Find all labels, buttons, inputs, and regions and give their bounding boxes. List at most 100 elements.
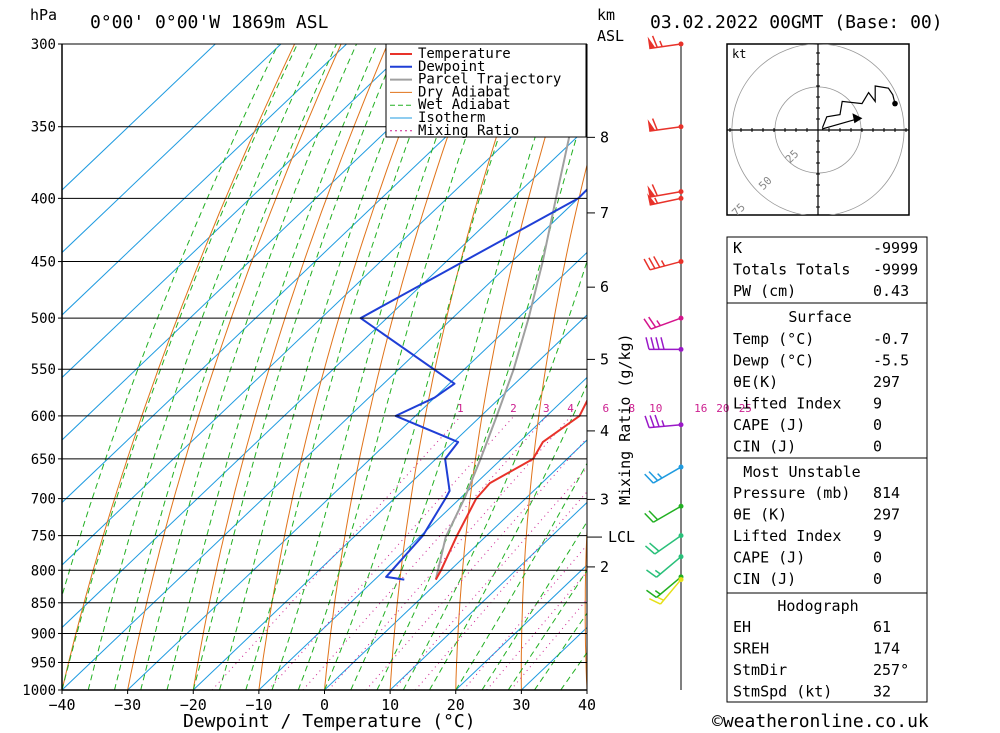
wet-adiabat-line (402, 259, 587, 690)
wind-barb (643, 256, 684, 271)
wind-barb (643, 315, 684, 330)
hodograph-stat-value: 32 (873, 683, 891, 701)
isotherm-line (62, 189, 587, 690)
indices-box-hodograph (726, 592, 928, 703)
pressure-tick-label: 500 (31, 311, 56, 327)
index-value: -9999 (873, 261, 918, 279)
wind-barb (647, 35, 684, 50)
legend-entry: Wet Adiabat (418, 97, 511, 113)
surface-value: -0.7 (873, 330, 909, 348)
hodograph-stat-value: 61 (873, 618, 891, 636)
lcl-label: LCL (608, 528, 635, 546)
hodograph-stats-title: Hodograph (777, 597, 858, 615)
hpa-label: hPa (30, 6, 57, 24)
surface-label: CIN (J) (733, 438, 796, 456)
temperature-tick-label: 30 (512, 696, 530, 714)
mixing-ratio-line (393, 467, 587, 690)
temperature-tick-label: −30 (114, 696, 141, 714)
x-axis-label: Dewpoint / Temperature (°C) (183, 711, 476, 732)
index-value: -9999 (873, 239, 918, 257)
pressure-tick-label: 450 (31, 255, 56, 271)
mixing-ratio-line (302, 415, 548, 690)
dewpoint-line (359, 188, 587, 581)
wet-adiabat-line (245, 44, 446, 690)
km-label: km (597, 6, 615, 24)
index-label: Totals Totals (733, 261, 850, 279)
hodograph-stat-value: 257° (873, 661, 909, 679)
legend-entry: Temperature (418, 46, 511, 62)
isotherm-line (258, 376, 587, 690)
wind-barb (646, 554, 684, 578)
surface-label: Temp (°C) (733, 330, 814, 348)
isotherm-line (127, 251, 587, 690)
mixing-ratio-label: 10 (649, 402, 662, 415)
legend-entry: Parcel Trajectory (418, 72, 561, 88)
mixing-ratio-label: 25 (739, 402, 752, 415)
temperature-tick-label: 10 (381, 696, 399, 714)
temperature-tick-label: −40 (48, 696, 75, 714)
surface-label: Lifted Index (733, 395, 841, 413)
mixing-ratio-lines (211, 415, 587, 690)
mixing-ratio-label: 20 (716, 402, 729, 415)
temperature-tick-label: 40 (578, 696, 596, 714)
pressure-tick-label: 700 (31, 492, 56, 508)
mixing-ratio-label: 8 (628, 402, 635, 415)
hodograph-stat-value: 174 (873, 640, 900, 658)
height-tick-label: 4 (600, 422, 609, 440)
wet-adiabat-line (114, 44, 337, 690)
surface-value: 0 (873, 416, 882, 434)
hodograph-unit: kt (732, 47, 746, 61)
temperature-tick-label: 0 (320, 696, 329, 714)
legend-entry: Dewpoint (418, 59, 485, 75)
unstable-value: 9 (873, 527, 882, 545)
pressure-tick-label: 350 (31, 120, 56, 136)
isotherm-line (62, 44, 479, 441)
height-tick-label: 2 (600, 558, 609, 576)
dry-adiabat-line (192, 44, 389, 690)
temperature-tick-label: −20 (180, 696, 207, 714)
surface-value: 0 (873, 438, 882, 456)
dry-adiabat-line (62, 44, 296, 690)
hodograph-stat-label: StmDir (733, 661, 787, 679)
index-label: K (733, 239, 742, 257)
wet-adiabat-line (140, 44, 357, 690)
wet-adiabat-line (87, 44, 318, 690)
mixing-ratio-label: 6 (603, 402, 610, 415)
pressure-tick-label: 550 (31, 362, 56, 378)
wind-barb (644, 533, 684, 555)
hodograph-endpoint (892, 100, 898, 107)
pressure-tick-label: 850 (31, 596, 56, 612)
mixing-ratio-label: 3 (543, 402, 550, 415)
dry-adiabat-line (389, 44, 528, 690)
unstable-label: Lifted Index (733, 527, 841, 545)
isotherm-line (455, 564, 587, 690)
storm-motion-vector (821, 118, 857, 130)
mixing-ratio-label: 16 (694, 402, 707, 415)
axes-ticks: 3003504004505005506006507007508008509009… (22, 37, 596, 714)
pressure-tick-label: 300 (31, 37, 56, 53)
surface-title: Surface (788, 308, 851, 326)
unstable-value: 0 (873, 549, 882, 567)
unstable-label: Pressure (mb) (733, 484, 850, 502)
wet-adiabat-line (455, 462, 587, 690)
indices-panel: K -9999 Totals Totals -9999 PW (cm) 0.43 Surfa… (726, 236, 928, 703)
height-tick-label: 8 (600, 128, 609, 146)
isotherm-line (389, 501, 587, 690)
isotherm-line (62, 44, 544, 504)
height-tick-label: 3 (600, 490, 609, 508)
unstable-value: 297 (873, 506, 900, 524)
surface-label: Dewp (°C) (733, 352, 814, 370)
surface-value: 297 (873, 373, 900, 391)
wind-barb (647, 118, 684, 132)
mixing-ratio-label: 2 (510, 402, 517, 415)
unstable-value: 814 (873, 484, 900, 502)
wind-barb (645, 337, 684, 352)
isotherm-line (62, 64, 587, 566)
wind-profile (643, 35, 684, 690)
wet-adiabat-line (271, 44, 472, 690)
wind-barb (644, 414, 684, 429)
surface-label: θE(K) (733, 373, 778, 391)
